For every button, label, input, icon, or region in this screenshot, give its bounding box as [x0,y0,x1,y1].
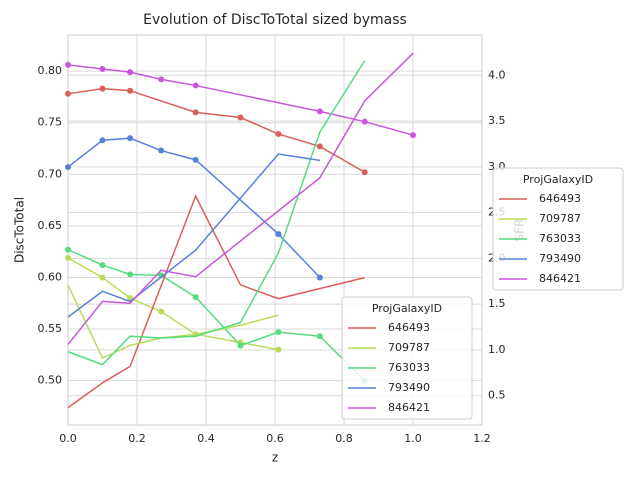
point [65,90,71,97]
series-line [67,64,414,136]
point [275,329,282,336]
y-axis-label: DiscToTotal [13,197,27,263]
series-line [67,52,414,345]
point [99,137,106,144]
point [316,108,323,115]
point [127,135,134,142]
point [410,132,416,139]
point [237,114,244,121]
point [316,274,323,281]
point [192,82,199,89]
y-tick-label: 0.75 [38,116,63,129]
legend-title: ProjGalaxyID [372,302,442,315]
point [99,66,106,73]
point [192,156,199,163]
x-tick-label: 1.0 [404,432,422,445]
x-tick-label: 0.4 [197,432,215,445]
y2-tick-label: 3.5 [488,114,506,127]
point [237,342,244,349]
tick-labels: 0.0 0.2 0.4 0.6 0.8 1.0 1.2 0.50 0.55 0.60 0.65 0.7… [38,64,506,445]
point [192,109,199,116]
y-tick-label: 0.50 [38,374,63,387]
legend-label: 846421 [388,401,430,414]
point [158,76,165,83]
series-line [67,194,365,409]
y-tick-label: 0.60 [38,270,63,283]
legend-label: 763033 [388,361,430,374]
series-line [67,153,320,318]
point [275,231,282,238]
legend-label: 793490 [388,381,430,394]
point [99,274,106,281]
point [65,246,71,253]
x-axis-label: z [272,451,278,465]
point [316,143,323,150]
y2-tick-label: 1.0 [488,343,506,356]
point [158,147,165,154]
x-tick-label: 1.2 [473,432,491,445]
series-line [67,60,366,366]
legend-label: 646493 [388,321,430,334]
point [275,346,282,353]
y-tick-label: 0.70 [38,167,63,180]
y-tick-label: 0.80 [38,64,63,77]
point [65,254,71,261]
legend-label: 646493 [539,192,581,205]
point [361,118,368,125]
point [127,87,134,94]
point [192,294,199,301]
point [127,271,134,278]
point [65,61,71,68]
x-tick-label: 0.6 [266,432,284,445]
point [361,169,368,176]
y2-tick-label: 4.0 [488,68,506,81]
legend-label: 763033 [539,232,581,245]
y-tick-label: 0.55 [38,322,63,335]
legend-label: 709787 [388,341,430,354]
point [65,164,71,171]
x-tick-label: 0.2 [128,432,146,445]
x-tick-label: 0.0 [59,432,77,445]
y2-tick-label: 0.5 [488,389,506,402]
y-tick-label: 0.65 [38,219,63,232]
y2-tick-label: 1.5 [488,297,506,310]
point [127,69,134,76]
point [158,308,165,315]
point [99,85,106,92]
point [316,333,323,340]
legend-label: 709787 [539,212,581,225]
plot-frame [67,34,483,426]
chart-title: Evolution of DiscToTotal sized bymass [143,12,407,28]
legend-label: 846421 [539,272,581,285]
legend-title: ProjGalaxyID [523,173,593,186]
legend-label: 793490 [539,252,581,265]
point [99,262,106,269]
x-tick-label: 0.8 [335,432,353,445]
series-line [67,87,366,173]
point [275,131,282,138]
